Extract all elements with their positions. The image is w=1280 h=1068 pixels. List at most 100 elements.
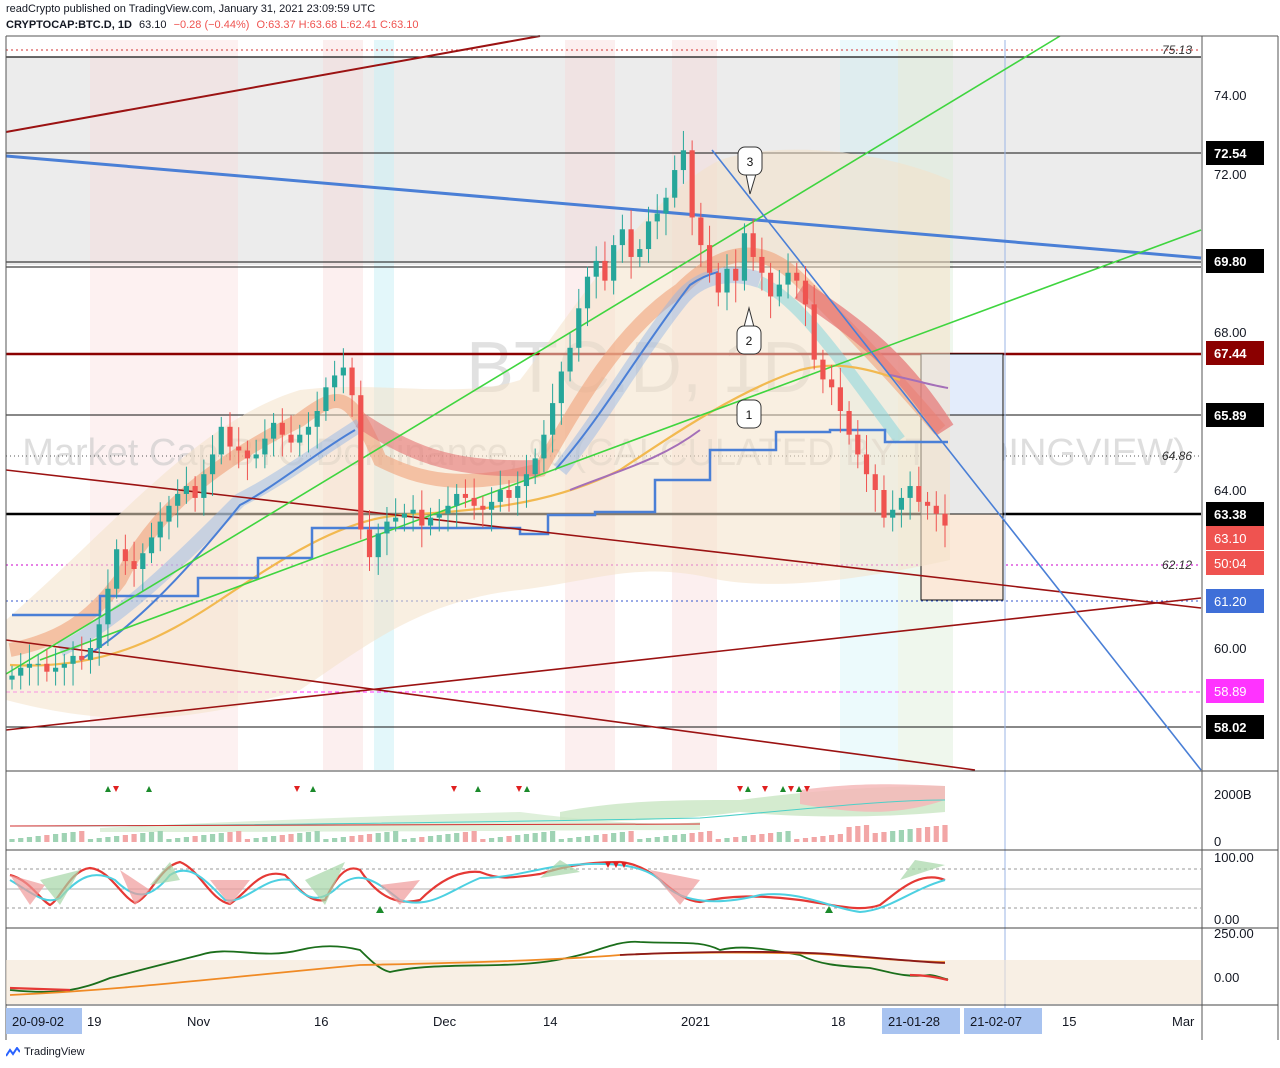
candle-body[interactable] bbox=[157, 521, 163, 538]
candle-body[interactable] bbox=[70, 655, 76, 664]
candle-body[interactable] bbox=[183, 486, 189, 494]
candle-body[interactable] bbox=[462, 493, 469, 498]
candle-body[interactable] bbox=[523, 474, 530, 487]
candle-body[interactable] bbox=[340, 367, 346, 376]
candle-body[interactable] bbox=[35, 663, 41, 665]
candle-body[interactable] bbox=[837, 387, 843, 411]
candle-body[interactable] bbox=[323, 387, 329, 411]
symbol-legend[interactable]: CRYPTOCAP:BTC.D, 1D 63.10 −0.28 (−0.44%)… bbox=[6, 19, 423, 31]
candle-body[interactable] bbox=[916, 486, 922, 502]
candle-body[interactable] bbox=[297, 434, 303, 443]
candle-body[interactable] bbox=[558, 371, 564, 404]
candle-body[interactable] bbox=[759, 256, 765, 273]
candle-body[interactable] bbox=[436, 513, 442, 518]
candle-body[interactable] bbox=[9, 675, 15, 680]
candle-body[interactable] bbox=[672, 170, 678, 198]
candle-body[interactable] bbox=[26, 663, 33, 668]
candle-body[interactable] bbox=[611, 245, 617, 281]
candle-body[interactable] bbox=[706, 245, 713, 273]
candle-body[interactable] bbox=[593, 260, 599, 277]
candle-body[interactable] bbox=[602, 260, 608, 281]
candle-body[interactable] bbox=[619, 229, 625, 246]
candle-body[interactable] bbox=[175, 493, 181, 506]
candle-body[interactable] bbox=[933, 505, 939, 514]
candle-body[interactable] bbox=[419, 509, 425, 526]
candle-body[interactable] bbox=[427, 517, 434, 526]
candle-body[interactable] bbox=[567, 347, 573, 372]
candle-body[interactable] bbox=[105, 588, 111, 625]
candle-body[interactable] bbox=[637, 249, 643, 257]
candle-body[interactable] bbox=[881, 490, 887, 518]
candle-body[interactable] bbox=[506, 490, 512, 498]
candle-body[interactable] bbox=[680, 150, 687, 171]
candle-body[interactable] bbox=[663, 197, 669, 214]
candle-body[interactable] bbox=[393, 517, 399, 522]
candle-body[interactable] bbox=[715, 272, 721, 293]
candle-body[interactable] bbox=[733, 268, 739, 281]
candle-body[interactable] bbox=[87, 648, 94, 660]
candle-body[interactable] bbox=[890, 509, 896, 518]
candle-body[interactable] bbox=[288, 434, 294, 443]
candle-body[interactable] bbox=[166, 505, 172, 522]
candle-body[interactable] bbox=[192, 486, 198, 498]
candle-body[interactable] bbox=[724, 268, 730, 293]
candle-body[interactable] bbox=[454, 493, 460, 506]
candle-body[interactable] bbox=[218, 426, 224, 455]
candle-body[interactable] bbox=[907, 486, 913, 498]
candle-body[interactable] bbox=[18, 667, 24, 676]
candle-body[interactable] bbox=[750, 233, 756, 257]
candle-body[interactable] bbox=[358, 395, 364, 530]
candle-body[interactable] bbox=[497, 490, 503, 502]
candle-body[interactable] bbox=[114, 549, 120, 589]
candle-body[interactable] bbox=[236, 446, 242, 451]
candle-body[interactable] bbox=[576, 308, 582, 348]
candle-body[interactable] bbox=[698, 217, 704, 246]
candle-body[interactable] bbox=[768, 272, 774, 297]
candle-body[interactable] bbox=[332, 375, 338, 388]
candle-body[interactable] bbox=[820, 359, 826, 380]
candle-body[interactable] bbox=[846, 411, 852, 435]
candle-body[interactable] bbox=[366, 529, 373, 558]
candle-body[interactable] bbox=[253, 454, 259, 459]
candle-body[interactable] bbox=[227, 426, 233, 447]
candle-body[interactable] bbox=[410, 509, 416, 514]
candle-body[interactable] bbox=[349, 367, 355, 396]
candle-body[interactable] bbox=[776, 284, 782, 297]
candle-body[interactable] bbox=[52, 667, 59, 672]
candle-body[interactable] bbox=[654, 213, 660, 222]
candle-body[interactable] bbox=[401, 513, 407, 518]
candle-body[interactable] bbox=[898, 497, 905, 510]
candle-body[interactable] bbox=[480, 505, 486, 510]
candle-body[interactable] bbox=[375, 533, 381, 558]
candle-body[interactable] bbox=[262, 438, 268, 455]
tradingview-footer[interactable]: TradingView bbox=[6, 1046, 85, 1058]
candle-body[interactable] bbox=[61, 663, 67, 668]
candle-body[interactable] bbox=[872, 474, 878, 490]
candle-body[interactable] bbox=[541, 434, 547, 459]
candle-body[interactable] bbox=[550, 403, 556, 435]
candle-body[interactable] bbox=[645, 221, 652, 250]
candle-body[interactable] bbox=[802, 280, 809, 305]
candle-body[interactable] bbox=[855, 434, 861, 455]
candle-body[interactable] bbox=[201, 474, 207, 498]
candle-body[interactable] bbox=[811, 304, 817, 360]
candle-body[interactable] bbox=[863, 454, 870, 475]
candle-body[interactable] bbox=[270, 422, 277, 439]
candle-body[interactable] bbox=[305, 426, 312, 435]
candle-body[interactable] bbox=[244, 450, 251, 459]
candle-body[interactable] bbox=[584, 276, 591, 309]
candle-body[interactable] bbox=[532, 458, 538, 475]
candle-body[interactable] bbox=[148, 537, 155, 554]
candle-body[interactable] bbox=[96, 624, 102, 648]
candles[interactable] bbox=[9, 130, 948, 690]
candle-body[interactable] bbox=[131, 561, 137, 569]
candle-body[interactable] bbox=[122, 549, 128, 562]
candle-body[interactable] bbox=[628, 229, 634, 257]
candle-body[interactable] bbox=[924, 501, 931, 506]
candle-body[interactable] bbox=[785, 272, 791, 285]
candle-body[interactable] bbox=[279, 422, 285, 435]
candle-body[interactable] bbox=[140, 553, 146, 569]
candle-body[interactable] bbox=[515, 486, 521, 498]
candle-body[interactable] bbox=[471, 497, 477, 506]
candle-body[interactable] bbox=[445, 505, 451, 514]
